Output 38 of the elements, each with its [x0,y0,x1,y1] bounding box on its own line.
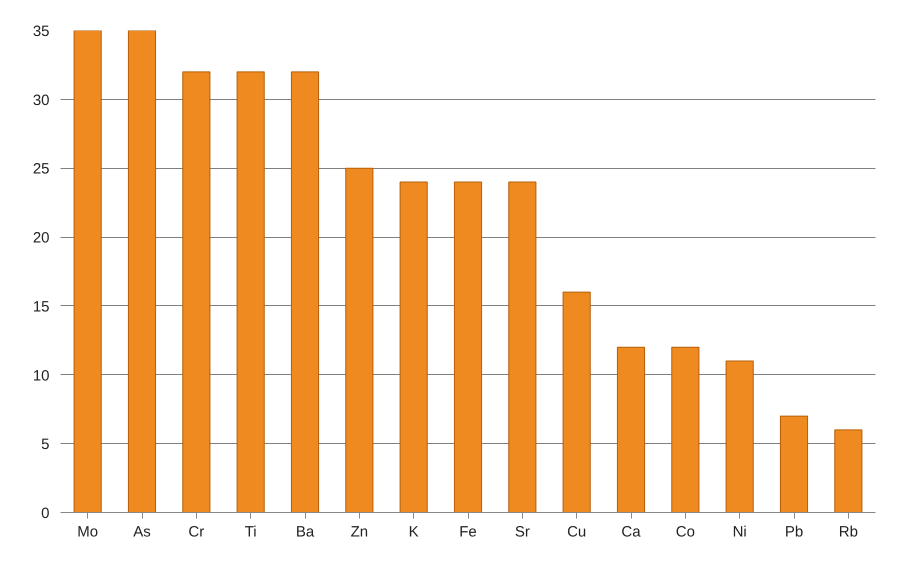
x-tick-label: Ni [732,524,747,540]
bar [834,429,862,512]
x-tick-label: Mo [77,524,98,540]
x-tick-label: K [408,524,419,540]
x-tick-label: Ti [244,524,257,540]
bar [454,181,482,512]
bar [345,168,374,512]
x-tick-label: Pb [784,524,804,540]
bar [726,360,754,512]
bar [616,346,646,512]
x-tick-label: Ba [296,524,315,540]
bar [671,346,700,512]
y-tick-label: 10 [32,367,50,384]
y-tick-label: 30 [32,92,50,109]
y-tick-label: 15 [32,298,50,316]
bar [74,30,102,512]
x-tick-label: Sr [514,524,530,540]
x-tick-label: Co [676,524,695,540]
y-tick-label: 5 [41,436,50,454]
bar [236,71,265,512]
y-tick-label: 25 [32,160,50,178]
x-tick-label: Fe [459,524,477,540]
bar [780,416,808,512]
bar [508,181,536,512]
x-tick-label: Ca [621,524,642,540]
y-tick-label: 20 [32,230,50,247]
x-tick-label: Rb [838,524,858,540]
x-tick-label: Cu [567,524,586,540]
bar [400,181,428,512]
x-tick-label: Zn [350,524,368,540]
bar [290,71,320,512]
x-tick-label: As [133,524,151,540]
bar [128,30,156,512]
bar [182,71,210,512]
y-tick-label: 35 [32,23,50,40]
x-tick-label: Cr [188,524,204,540]
y-tick-label: 0 [41,505,50,522]
bar [562,292,591,512]
